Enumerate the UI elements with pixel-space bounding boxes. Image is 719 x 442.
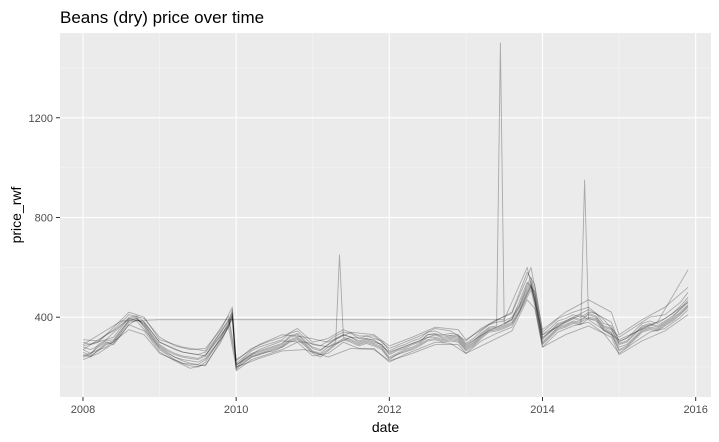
x-tick-label: 2012 <box>377 404 401 416</box>
series-line-6 <box>82 179 689 371</box>
y-axis-title: price_rwf <box>8 186 24 243</box>
y-tick-label: 1200 <box>29 113 53 125</box>
series-line-12 <box>82 281 689 366</box>
series-line-1 <box>82 283 689 369</box>
x-axis-title: date <box>372 419 399 435</box>
axis-layer: 2008 2010 2012 2014 2016 400 800 1200 <box>29 113 708 416</box>
grid-layer <box>60 33 711 397</box>
series-layer <box>82 42 689 372</box>
series-line-7 <box>82 266 689 362</box>
series-line-8 <box>82 289 689 372</box>
series-line-9 <box>82 266 689 345</box>
y-tick-label: 800 <box>35 212 53 224</box>
x-tick-label: 2016 <box>683 404 707 416</box>
series-line-4 <box>82 254 689 366</box>
series-line-10 <box>82 271 689 361</box>
plot-panel <box>60 33 711 397</box>
x-tick-label: 2010 <box>224 404 248 416</box>
series-line-3 <box>82 276 689 364</box>
series-line-11 <box>82 299 689 368</box>
chart-title: Beans (dry) price over time <box>60 8 264 27</box>
x-tick-label: 2014 <box>530 404 554 416</box>
x-tick-label: 2008 <box>71 404 95 416</box>
series-line-5 <box>82 42 689 367</box>
series-line-2 <box>82 286 689 368</box>
y-tick-label: 400 <box>35 312 53 324</box>
